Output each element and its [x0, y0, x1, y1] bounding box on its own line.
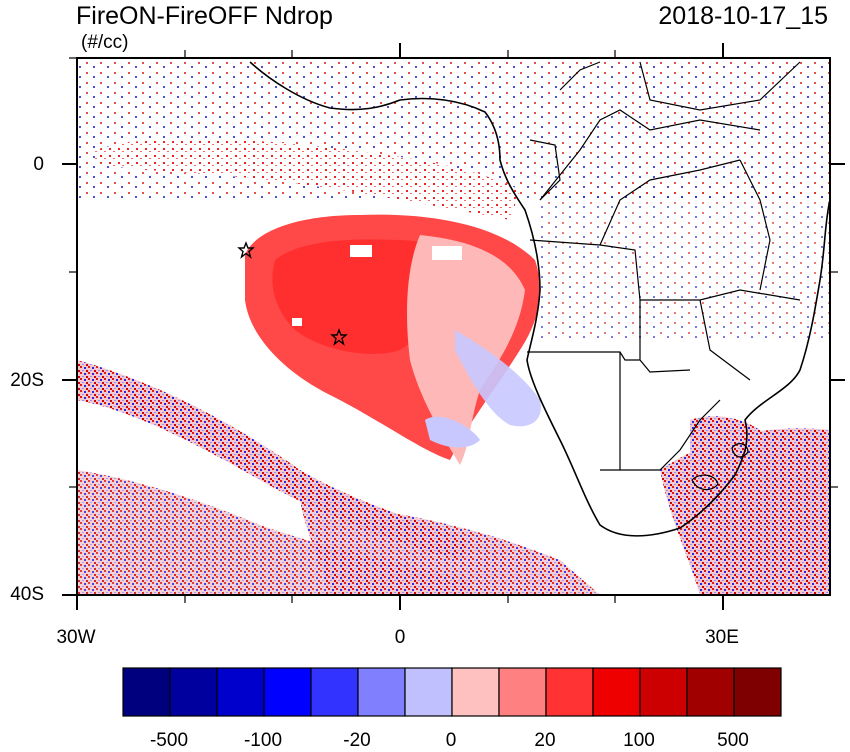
- colorbar-box-3: [263, 667, 312, 717]
- map-frame: [62, 43, 845, 610]
- colorbar: [122, 667, 782, 717]
- storm-track-south: [300, 500, 600, 595]
- units-label: (#/cc): [81, 32, 129, 53]
- plume-negative-patch: [455, 330, 541, 427]
- star-marker-central: [330, 328, 348, 346]
- plume-negative-south: [425, 416, 480, 448]
- colorbar-box-2: [216, 667, 265, 717]
- mixed-se-africa: [690, 416, 780, 500]
- colorbar-box-5: [357, 667, 406, 717]
- colorbar-box-7: [451, 667, 500, 717]
- sparse-noise-land: [540, 190, 830, 340]
- colorbar-box-11: [639, 667, 688, 717]
- coastlines: [249, 61, 830, 537]
- red-band-north: [95, 138, 520, 220]
- ytick-label-40s: 40S: [10, 584, 44, 605]
- colorbar-label-m500: -500: [149, 730, 189, 751]
- xtick-label-0: 0: [394, 627, 406, 648]
- xtick-label-30w: 30W: [56, 627, 96, 648]
- plume-gap-1: [292, 318, 302, 326]
- plume-gap-2: [350, 245, 372, 257]
- colorbar-label-m20: -20: [343, 730, 371, 751]
- colorbar-label-500: 500: [717, 730, 749, 751]
- colorbar-box-8: [498, 667, 547, 717]
- ytick-label-20s: 20S: [10, 370, 44, 391]
- colorbar-label-m100: -100: [243, 730, 283, 751]
- colorbar-box-13: [733, 667, 782, 717]
- colorbar-label-100: 100: [623, 730, 655, 751]
- colorbar-box-10: [592, 667, 641, 717]
- ytick-label-0: 0: [33, 154, 44, 175]
- colorbar-box-9: [545, 667, 594, 717]
- colorbar-box-4: [310, 667, 359, 717]
- datetime-label: 2018-10-17_15: [658, 2, 828, 30]
- colorbar-label-0: 0: [445, 730, 457, 751]
- colorbar-box-12: [686, 667, 735, 717]
- xtick-label-30e: 30E: [705, 627, 739, 648]
- plume-gap-3: [432, 246, 462, 260]
- star-marker-west: [237, 241, 255, 259]
- map-title: FireON-FireOFF Ndrop: [76, 2, 333, 30]
- country-borders: [527, 61, 801, 491]
- colorbar-label-20: 20: [534, 730, 556, 751]
- colorbar-box-1: [169, 667, 218, 717]
- colorbar-box-0: [122, 667, 171, 717]
- colorbar-box-6: [404, 667, 453, 717]
- map-panel: [77, 58, 830, 595]
